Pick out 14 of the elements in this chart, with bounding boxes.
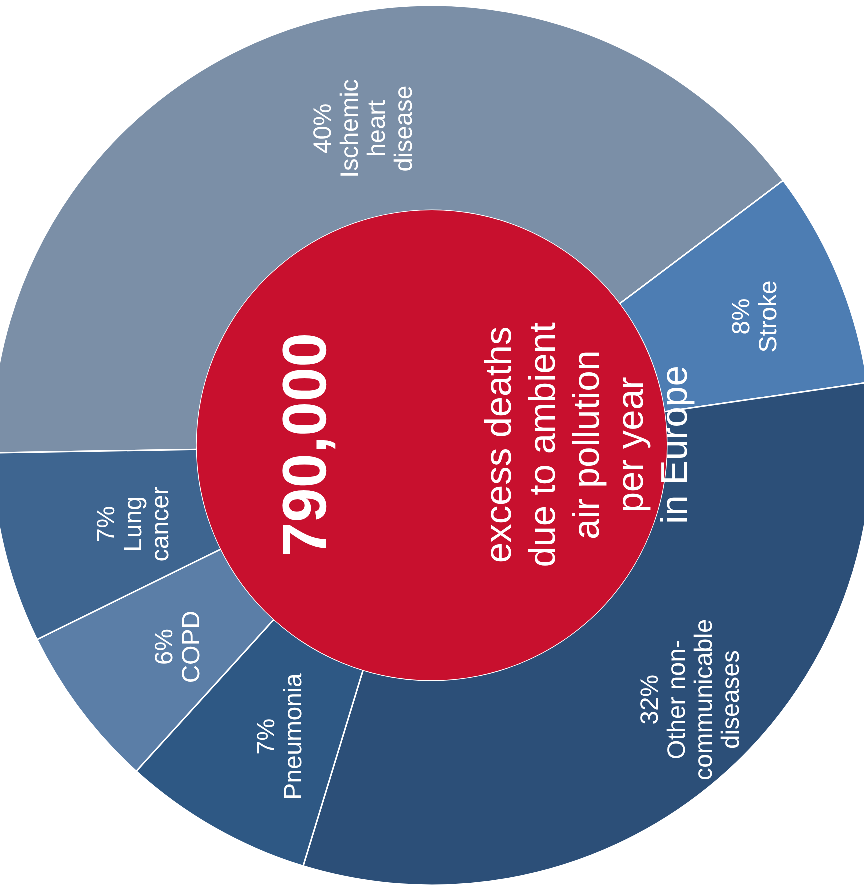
text: 790,000 — [271, 332, 340, 558]
data-label: 6% — [150, 629, 178, 666]
data-label: 7% — [92, 506, 120, 542]
slice-label: Lung cancer — [119, 486, 174, 562]
slice-label: Ischemic heart disease — [336, 79, 418, 178]
data-label: 40% — [308, 104, 337, 154]
slice-label: Pneumonia — [280, 673, 308, 800]
data-label: 8% — [727, 298, 756, 335]
data-label: 32% — [636, 674, 664, 725]
text: excess deaths due to ambient air pollution per year in Europe — [478, 322, 695, 568]
slice-label: COPD — [177, 610, 206, 684]
data-label: 7% — [252, 718, 281, 755]
slice-label: Other non-communicable diseases — [663, 619, 746, 780]
slice-label: Stroke — [754, 280, 782, 353]
